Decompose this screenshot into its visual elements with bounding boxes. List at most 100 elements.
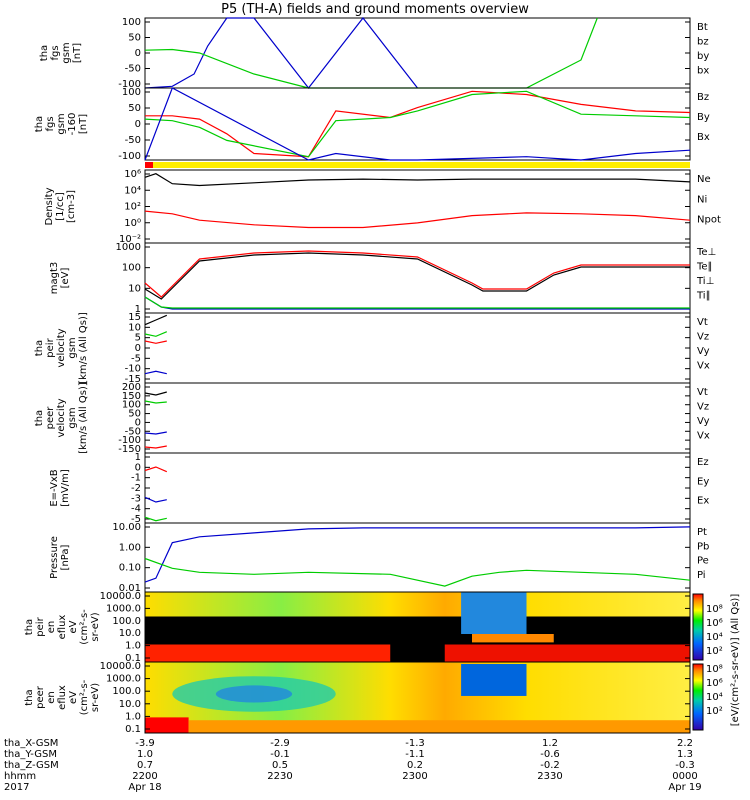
- y-tick-label: 0.1: [125, 653, 141, 664]
- figure-title: P5 (TH-A) fields and ground moments over…: [221, 2, 529, 17]
- y-tick-label: 0.10: [119, 563, 141, 574]
- panel-frame: [144, 242, 691, 314]
- x-tick-label: 1.2: [542, 738, 558, 749]
- y-tick-label: 0: [135, 343, 141, 354]
- x-row-label: tha_Y-GSM: [4, 749, 57, 760]
- y-axis-label: (cm²-s-: [79, 679, 90, 715]
- panel-frame: [144, 312, 691, 384]
- legend-entry: Pt: [697, 527, 707, 538]
- x-row-label: hhmm: [4, 771, 36, 782]
- x-row-label: tha_Z-GSM: [4, 760, 59, 771]
- legend-entry: Ti∥: [696, 291, 711, 302]
- y-axis-label: fgs: [45, 116, 56, 131]
- y-axis-label: [km/s (All Qs)]: [78, 312, 89, 384]
- y-axis-label: [nPa]: [60, 544, 71, 570]
- legend-entry: Vt: [697, 387, 708, 398]
- legend-entry: Bz: [697, 92, 709, 103]
- series-Ni-line: [144, 173, 691, 187]
- x-row-label: tha_X-GSM: [4, 738, 58, 749]
- y-tick-label: 1.0: [125, 711, 141, 722]
- x-tick-label: -2.9: [270, 738, 290, 749]
- y-axis-label: sr-eV): [90, 683, 101, 712]
- y-tick-label: 10⁻²: [119, 234, 141, 245]
- y-tick-label: 10.00: [112, 522, 141, 533]
- y-axis-label: gsm: [61, 42, 72, 63]
- series-bx-line: [144, 17, 418, 89]
- y-axis-label: [nT]: [72, 43, 83, 63]
- legend-entry: Ez: [697, 457, 709, 468]
- y-axis-label: eV: [68, 691, 79, 704]
- y-tick-label: -50: [125, 426, 141, 437]
- x-tick-label: 2200: [132, 771, 157, 782]
- legend-entry: Vx: [697, 431, 710, 442]
- y-tick-label: 10: [128, 322, 141, 333]
- series-Ti⊥-line: [144, 296, 690, 310]
- y-tick-label: 10000.0: [100, 661, 141, 672]
- colorbar-electron-gradient: [692, 663, 704, 731]
- y-tick-label: -2: [131, 483, 141, 494]
- y-tick-label: 10.0: [119, 699, 141, 710]
- spectrogram-feature: [215, 685, 293, 703]
- colorbar-tick: 10⁸: [706, 664, 723, 675]
- x-tick-label: 1.3: [677, 749, 693, 760]
- y-axis-label: -160: [67, 113, 78, 136]
- x-tick-label: 0.2: [407, 760, 423, 771]
- colorbar-tick: 10²: [706, 706, 723, 717]
- series-Bx-line: [144, 87, 691, 161]
- x-tick-label: -1.1: [405, 749, 425, 760]
- y-axis-label: en: [46, 691, 57, 704]
- x-tick-label: 2.2: [677, 738, 693, 749]
- y-axis-label: peer: [35, 685, 46, 709]
- y-axis-label: sr-eV): [90, 612, 101, 641]
- y-tick-label: 1.0: [125, 641, 141, 652]
- series-Vy-line: [144, 331, 168, 337]
- y-tick-label: -100: [118, 151, 141, 162]
- panel-density: 10⁶ 10⁴ 10² 10⁰ 10⁻² Density [1/cc] [cm-3] Ne Ni N…: [44, 169, 721, 245]
- series-Te⊥-line: [144, 250, 690, 298]
- legend-entry: Bx: [697, 132, 710, 143]
- x-tick-label: 2330: [537, 771, 562, 782]
- legend-entry: Ex: [697, 496, 709, 507]
- series-Vy-line: [144, 400, 167, 404]
- colorbar-label: [eV/(cm²-s-sr-eV)] (All Qs)]: [730, 594, 741, 727]
- y-axis-label: en: [46, 621, 57, 634]
- y-tick-label: 100: [122, 17, 141, 28]
- y-tick-label: -5: [131, 353, 141, 364]
- y-axis-label: eflux: [57, 615, 68, 640]
- y-axis-label: fgs: [50, 45, 61, 60]
- y-tick-label: 0: [135, 462, 141, 473]
- series-Pi-line: [144, 526, 691, 583]
- legend-entry: by: [697, 51, 709, 62]
- x-tick-label: -0.3: [675, 760, 695, 771]
- legend-entry: Vy: [697, 416, 710, 427]
- y-tick-label: 1: [135, 452, 141, 463]
- panel-frame: [144, 382, 691, 454]
- colorbar-tick: 10⁴: [706, 692, 723, 703]
- y-tick-label: -100: [118, 79, 141, 90]
- y-axis-label: gsm: [67, 337, 78, 358]
- y-tick-label: 0: [135, 48, 141, 59]
- series-Vt-line: [144, 314, 168, 326]
- y-tick-label: 50: [128, 409, 141, 420]
- colorbar-tick: 10⁶: [706, 678, 723, 689]
- legend-entry: Ni: [697, 194, 707, 205]
- y-axis-label: tha: [34, 340, 45, 356]
- y-axis-label: peer: [45, 406, 56, 430]
- y-tick-label: 0: [135, 119, 141, 130]
- series-Ey-line: [144, 516, 167, 522]
- colorbar-tick: 10²: [706, 646, 723, 657]
- y-axis-label: velocity: [56, 328, 67, 367]
- y-tick-label: -15: [125, 374, 141, 385]
- legend-entry: Pi: [697, 570, 706, 581]
- y-axis-label: velocity: [56, 398, 67, 437]
- series-Vx-line: [144, 370, 167, 375]
- x-tick-label: 2230: [267, 771, 292, 782]
- y-axis-label: tha: [24, 689, 35, 705]
- spectrogram-feature: [472, 634, 554, 643]
- series-Pe-line: [144, 557, 691, 587]
- y-tick-label: 1.00: [119, 542, 141, 553]
- colorbar-ion-gradient: [692, 593, 704, 661]
